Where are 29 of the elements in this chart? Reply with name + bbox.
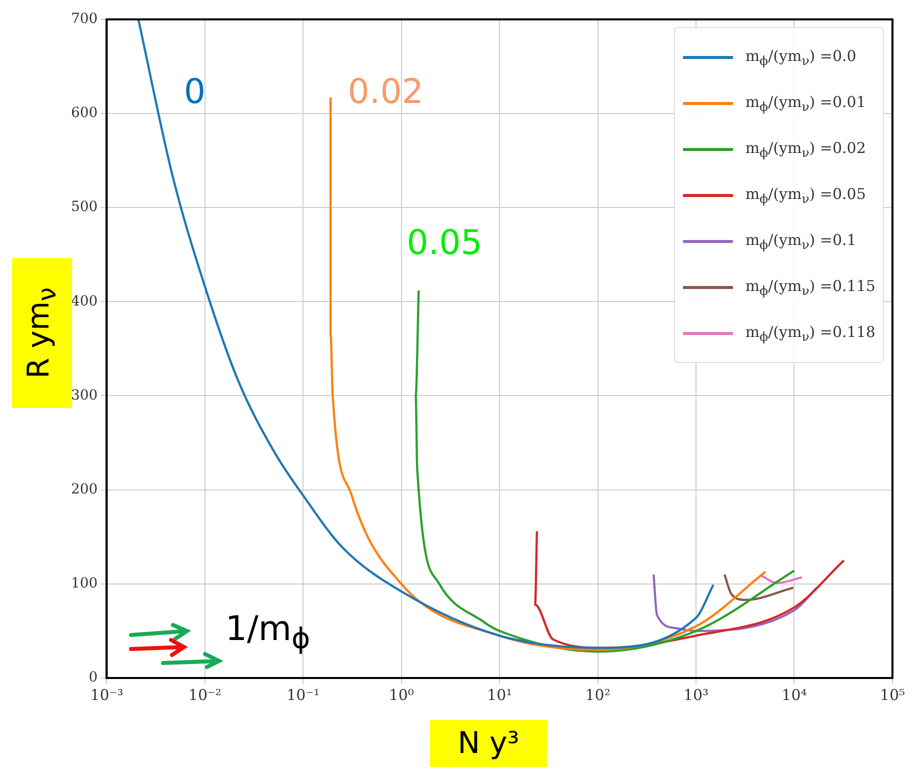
legend-label: m$_{ϕ}$/(ym$_{ν}$) =0.05 (745, 184, 866, 206)
legend-label: m$_{ϕ}$/(ym$_{ν}$) =0.118 (745, 322, 876, 344)
legend-label: m$_{ϕ}$/(ym$_{ν}$) =0.01 (745, 92, 866, 114)
x-tick-label: 10¹ (487, 686, 512, 704)
y-tick-label: 400 (70, 293, 98, 310)
annotation: 1/m$_{ϕ}$ (225, 608, 310, 655)
x-tick-label: 10⁻³ (90, 686, 124, 704)
y-tick-label: 600 (70, 105, 98, 122)
annotation: 0.05 (406, 223, 482, 264)
y-tick-label: 500 (70, 199, 98, 216)
x-axis-title: N y³ (430, 720, 548, 767)
y-tick-label: 300 (70, 387, 98, 404)
annotation: 0.02 (348, 72, 424, 112)
x-tick-label: 10⁰ (388, 686, 414, 704)
y-tick-label: 700 (70, 11, 98, 28)
x-tick-label: 10⁵ (880, 686, 906, 704)
x-tick-label: 10⁴ (782, 686, 807, 704)
y-tick-label: 100 (70, 576, 98, 592)
y-tick-label: 200 (70, 481, 98, 498)
x-tick-label: 10² (585, 686, 610, 704)
x-tick-label: 10³ (683, 686, 709, 704)
x-tick-label: 10⁻¹ (286, 686, 320, 704)
y-tick-label: 0 (88, 670, 98, 686)
x-tick-label: 10⁻² (188, 686, 222, 704)
annotation: 0 (184, 72, 206, 112)
legend-label: m$_{ϕ}$/(ym$_{ν}$) =0.115 (745, 276, 876, 298)
legend-label: m$_{ϕ}$/(ym$_{ν}$) =0.0 (745, 46, 856, 68)
legend-label: m$_{ϕ}$/(ym$_{ν}$) =0.1 (745, 230, 856, 252)
legend-label: m$_{ϕ}$/(ym$_{ν}$) =0.02 (745, 138, 866, 160)
